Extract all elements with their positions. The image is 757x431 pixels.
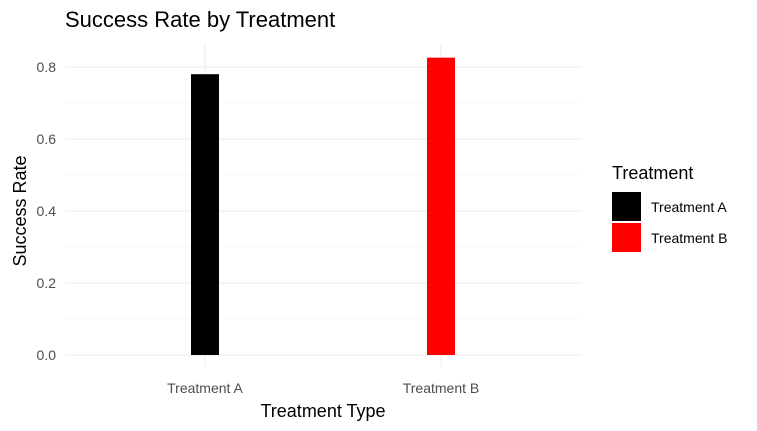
chart-title: Success Rate by Treatment xyxy=(65,7,335,32)
plot-panel xyxy=(65,44,582,367)
y-tick-label: 0.0 xyxy=(37,347,57,363)
legend-title: Treatment xyxy=(612,163,693,183)
y-axis-ticks: 0.0 0.2 0.4 0.6 0.8 xyxy=(37,59,57,363)
y-tick-label: 0.2 xyxy=(37,275,57,291)
y-tick-label: 0.6 xyxy=(37,131,57,147)
bar-treatment-b xyxy=(427,57,455,355)
x-tick-label: Treatment B xyxy=(403,380,480,396)
y-tick-label: 0.8 xyxy=(37,59,57,75)
grid-lines xyxy=(65,44,582,367)
bar-treatment-a xyxy=(191,74,219,355)
legend-key xyxy=(612,223,641,252)
x-axis-ticks: Treatment A Treatment B xyxy=(167,380,479,396)
legend-label: Treatment A xyxy=(651,199,727,215)
legend-items: Treatment A Treatment B xyxy=(612,192,728,252)
legend: Treatment Treatment A Treatment B xyxy=(612,163,728,252)
bars xyxy=(191,57,455,355)
y-axis-title: Success Rate xyxy=(10,155,30,266)
legend-label: Treatment B xyxy=(651,230,728,246)
legend-key xyxy=(612,192,641,221)
x-tick-label: Treatment A xyxy=(167,380,243,396)
y-tick-label: 0.4 xyxy=(37,203,57,219)
x-axis-title: Treatment Type xyxy=(260,401,385,421)
